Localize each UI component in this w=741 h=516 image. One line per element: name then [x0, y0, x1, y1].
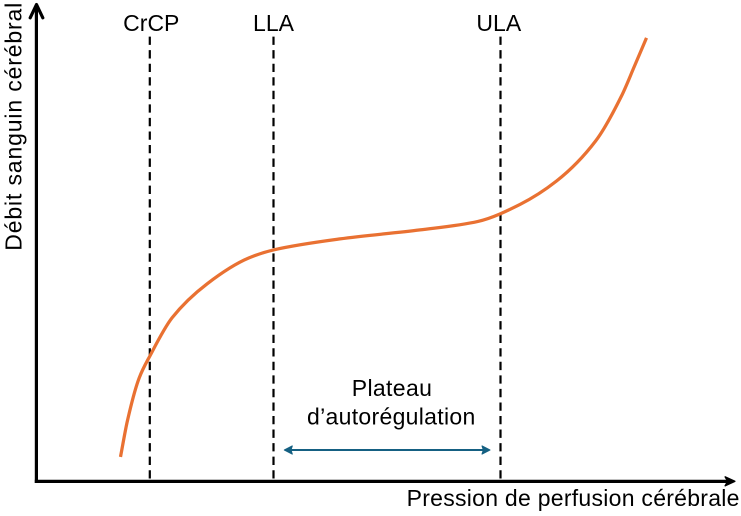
svg-text:ULA: ULA [476, 10, 521, 36]
svg-text:Plateau: Plateau [352, 375, 432, 401]
svg-text:Débit sanguin cérébral: Débit sanguin cérébral [1, 2, 27, 251]
svg-text:CrCP: CrCP [123, 10, 179, 36]
svg-text:LLA: LLA [253, 10, 295, 36]
svg-text:Pression de perfusion cérébral: Pression de perfusion cérébrale [407, 485, 740, 511]
svg-text:d’autorégulation: d’autorégulation [307, 403, 475, 429]
